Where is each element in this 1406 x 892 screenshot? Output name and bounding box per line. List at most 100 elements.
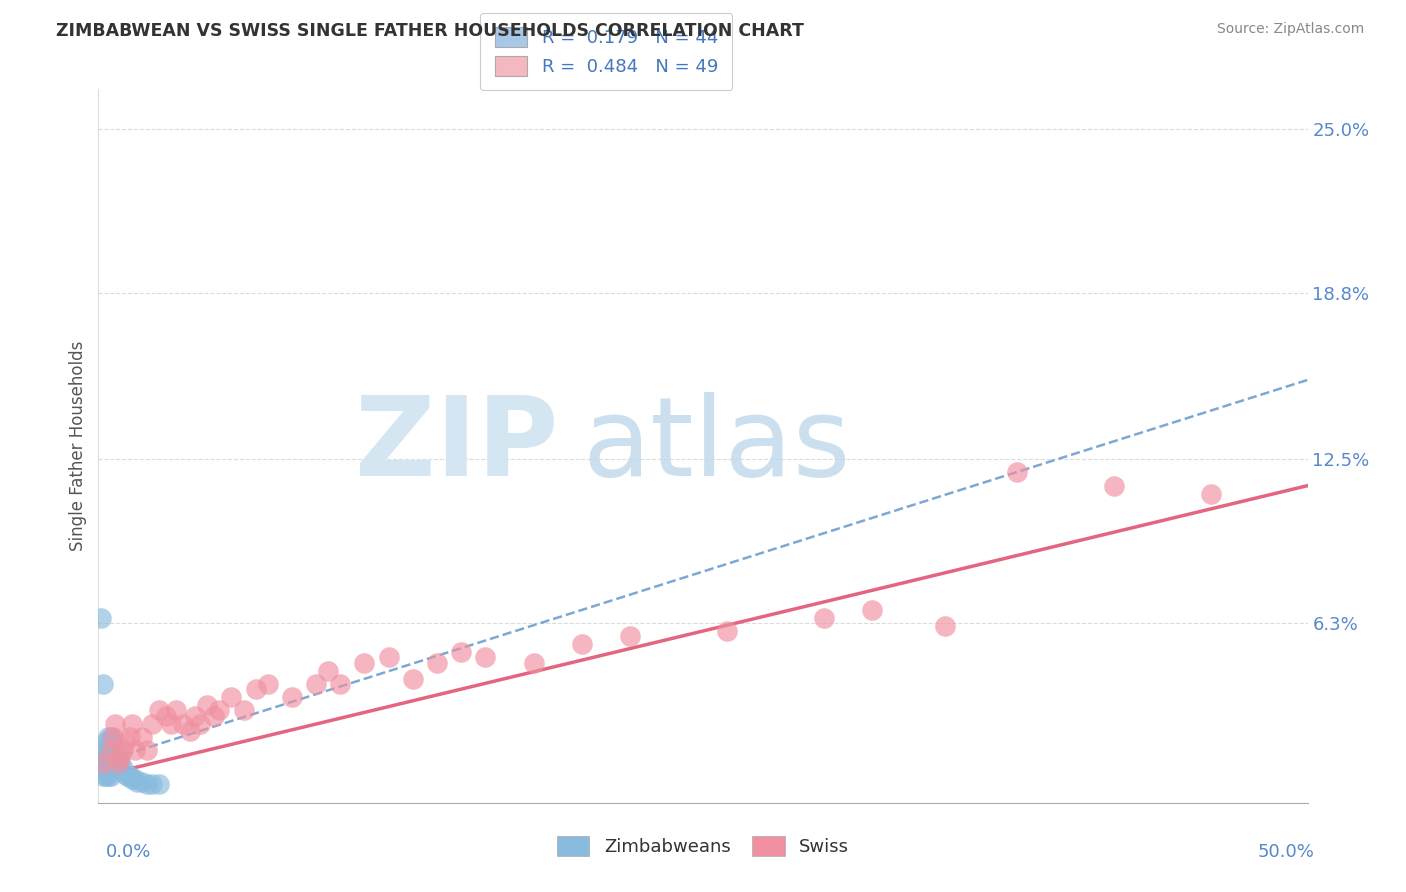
Point bbox=[91, 756, 114, 771]
Point bbox=[188, 716, 211, 731]
Point bbox=[108, 751, 131, 765]
Point bbox=[148, 703, 170, 717]
Point bbox=[100, 743, 122, 757]
Point bbox=[100, 769, 122, 783]
Point bbox=[204, 708, 226, 723]
Point bbox=[100, 743, 122, 757]
Point bbox=[124, 772, 146, 786]
Point bbox=[107, 751, 129, 765]
Point bbox=[232, 703, 254, 717]
Point bbox=[256, 677, 278, 691]
Point bbox=[114, 766, 136, 780]
Point bbox=[121, 716, 143, 731]
Point bbox=[305, 677, 328, 691]
Point bbox=[172, 716, 194, 731]
Point bbox=[91, 756, 114, 771]
Point bbox=[118, 769, 141, 783]
Point bbox=[118, 730, 141, 744]
Point bbox=[97, 761, 120, 775]
Point bbox=[571, 637, 593, 651]
Point bbox=[155, 708, 177, 723]
Point bbox=[426, 656, 449, 670]
Point bbox=[377, 650, 399, 665]
Point bbox=[221, 690, 243, 704]
Text: 50.0%: 50.0% bbox=[1258, 843, 1315, 861]
Point bbox=[114, 735, 136, 749]
Point bbox=[108, 756, 131, 771]
Point bbox=[90, 761, 112, 775]
Text: 0.0%: 0.0% bbox=[105, 843, 150, 861]
Point bbox=[195, 698, 218, 712]
Legend: Zimbabweans, Swiss: Zimbabweans, Swiss bbox=[548, 827, 858, 865]
Point bbox=[101, 761, 124, 775]
Point bbox=[104, 743, 127, 757]
Point bbox=[94, 769, 117, 783]
Point bbox=[121, 772, 143, 786]
Point bbox=[135, 777, 157, 791]
Point bbox=[104, 756, 127, 771]
Point bbox=[135, 743, 157, 757]
Point bbox=[316, 664, 339, 678]
Point bbox=[124, 743, 146, 757]
Point bbox=[131, 774, 153, 789]
Text: ZIMBABWEAN VS SWISS SINGLE FATHER HOUSEHOLDS CORRELATION CHART: ZIMBABWEAN VS SWISS SINGLE FATHER HOUSEH… bbox=[56, 22, 804, 40]
Point bbox=[94, 743, 117, 757]
Point bbox=[90, 611, 112, 625]
Point bbox=[91, 769, 114, 783]
Point bbox=[100, 756, 122, 771]
Point bbox=[148, 777, 170, 791]
Point bbox=[716, 624, 738, 638]
Point bbox=[90, 756, 112, 771]
Text: ZIP: ZIP bbox=[354, 392, 558, 500]
Point bbox=[934, 618, 956, 632]
Point bbox=[107, 756, 129, 771]
Point bbox=[94, 761, 117, 775]
Point bbox=[813, 611, 835, 625]
Point bbox=[1007, 466, 1029, 480]
Point bbox=[353, 656, 375, 670]
Point bbox=[111, 761, 134, 775]
Point bbox=[141, 716, 163, 731]
Point bbox=[179, 724, 201, 739]
Point bbox=[402, 672, 425, 686]
Point bbox=[107, 761, 129, 775]
Point bbox=[91, 677, 114, 691]
Text: atlas: atlas bbox=[582, 392, 851, 500]
Point bbox=[97, 756, 120, 771]
Point bbox=[127, 774, 149, 789]
Y-axis label: Single Father Households: Single Father Households bbox=[69, 341, 87, 551]
Point bbox=[281, 690, 304, 704]
Point bbox=[101, 735, 124, 749]
Point bbox=[208, 703, 231, 717]
Point bbox=[91, 743, 114, 757]
Point bbox=[1102, 478, 1125, 492]
Point bbox=[1199, 486, 1222, 500]
Point bbox=[100, 761, 122, 775]
Point bbox=[97, 769, 120, 783]
Point bbox=[160, 716, 183, 731]
Point bbox=[100, 730, 122, 744]
Point bbox=[117, 769, 139, 783]
Point bbox=[860, 603, 883, 617]
Point bbox=[94, 756, 117, 771]
Point bbox=[104, 716, 127, 731]
Point bbox=[101, 730, 124, 744]
Point bbox=[245, 682, 267, 697]
Point bbox=[619, 629, 641, 643]
Point bbox=[97, 743, 120, 757]
Point bbox=[329, 677, 352, 691]
Point bbox=[94, 751, 117, 765]
Point bbox=[97, 730, 120, 744]
Point bbox=[523, 656, 546, 670]
Point bbox=[94, 735, 117, 749]
Point bbox=[474, 650, 496, 665]
Point bbox=[165, 703, 187, 717]
Point bbox=[111, 743, 134, 757]
Text: Source: ZipAtlas.com: Source: ZipAtlas.com bbox=[1216, 22, 1364, 37]
Point bbox=[141, 777, 163, 791]
Point bbox=[450, 645, 472, 659]
Point bbox=[90, 751, 112, 765]
Point bbox=[131, 730, 153, 744]
Point bbox=[101, 751, 124, 765]
Point bbox=[91, 761, 114, 775]
